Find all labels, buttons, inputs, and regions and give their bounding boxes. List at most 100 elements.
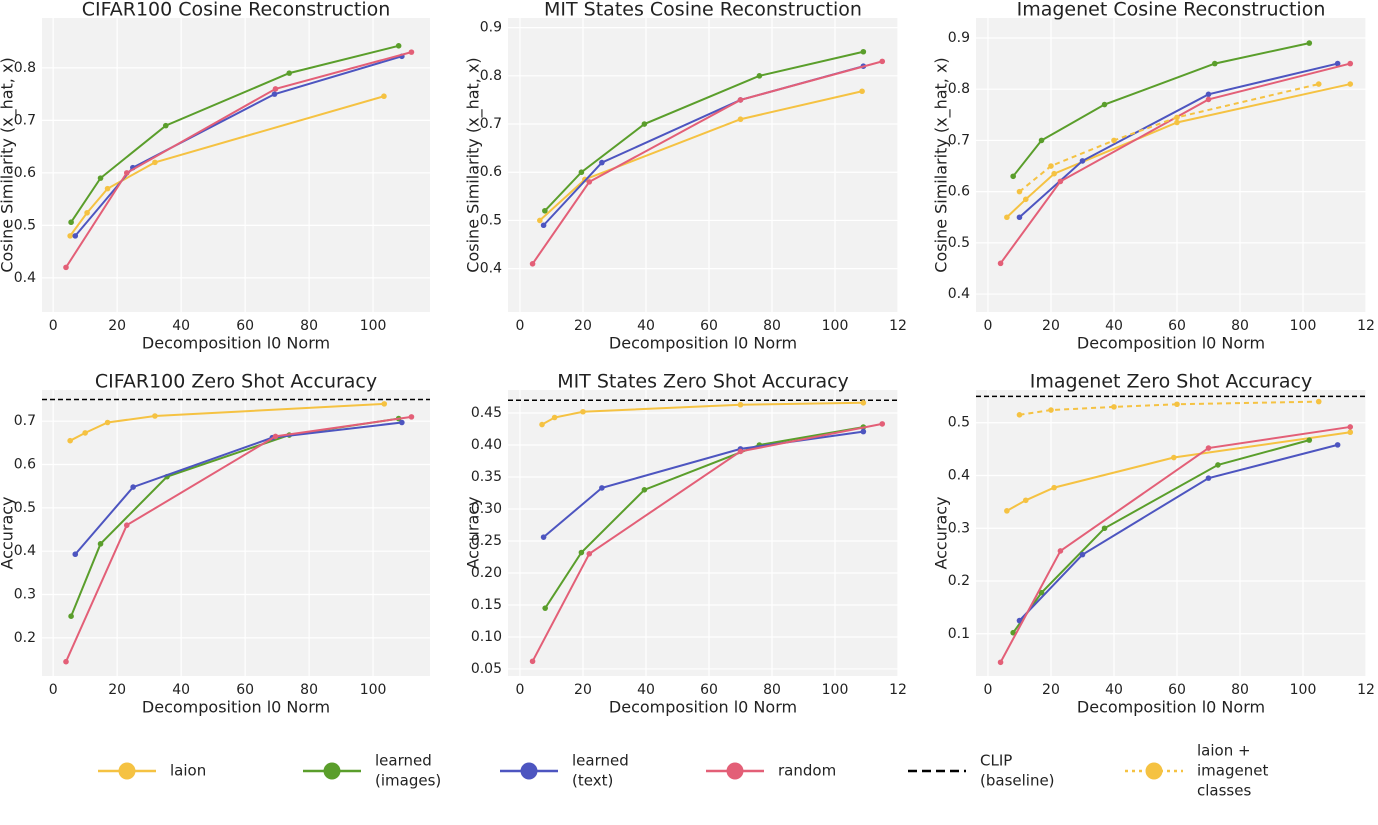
- point: [1048, 407, 1054, 413]
- point: [1016, 214, 1023, 221]
- y-tick-label: 0.4: [480, 261, 502, 277]
- y-tick-label: 0.5: [948, 235, 970, 251]
- point: [1174, 119, 1180, 126]
- series-line: [65, 51, 412, 268]
- point: [1205, 475, 1212, 481]
- point: [578, 169, 585, 176]
- point: [67, 437, 73, 444]
- point: [97, 175, 104, 181]
- x-tick-label: 0: [516, 682, 525, 698]
- point: [737, 116, 744, 123]
- x-tick-label: 60: [700, 318, 718, 334]
- point: [997, 260, 1004, 267]
- chart: 0.05 0.10 0.15 0.20 0.25 0.30 0.35 0.40 0.45 0 20 4…: [464, 371, 907, 717]
- point: [1306, 437, 1313, 443]
- y-tick-label: 0.4: [14, 270, 36, 286]
- y-tick-label: 0.7: [480, 116, 502, 132]
- y-tick-label: 0.9: [948, 30, 970, 46]
- y-tick-label: 0.4: [14, 543, 36, 559]
- point: [68, 219, 74, 226]
- y-tick-label: 0.4: [948, 286, 970, 302]
- point: [542, 207, 548, 214]
- chart: 0.1 0.2 0.3 0.4 0.5 0 20 40 60 80 100 12 Imagenet Ze…: [932, 371, 1375, 717]
- point: [586, 550, 593, 557]
- y-tick-label: 0.8: [948, 81, 970, 97]
- y-tick-label: 0.15: [471, 597, 502, 613]
- y-tick-label: 0.40: [471, 437, 502, 453]
- x-tick-label: 60: [236, 318, 254, 334]
- legend-label: CLIP: [980, 752, 1012, 770]
- point: [272, 86, 279, 92]
- point: [1315, 81, 1322, 87]
- point: [737, 97, 744, 103]
- point: [104, 419, 111, 426]
- point: [1004, 214, 1010, 221]
- series-line: [74, 55, 403, 237]
- x-tick-label: 20: [574, 318, 592, 334]
- x-tick-label: 80: [1231, 682, 1249, 698]
- series-line: [1018, 443, 1338, 622]
- y-tick-label: 0.05: [471, 661, 502, 677]
- point: [104, 185, 111, 192]
- point: [1057, 178, 1064, 185]
- point: [1016, 617, 1023, 624]
- point: [551, 414, 558, 421]
- point: [63, 658, 69, 665]
- point: [1347, 424, 1354, 430]
- point: [1038, 589, 1045, 596]
- point: [152, 413, 158, 419]
- point: [286, 70, 293, 76]
- point: [271, 91, 278, 97]
- x-axis-label: Decomposition l0 Norm: [142, 698, 330, 717]
- x-tick-label: 0: [49, 318, 58, 334]
- plot-area: [976, 390, 1366, 676]
- chart-title: Imagenet Cosine Reconstruction: [1017, 0, 1326, 21]
- series-line: [999, 425, 1351, 663]
- point: [1051, 484, 1057, 491]
- point: [1347, 429, 1354, 436]
- chart-title: CIFAR100 Cosine Reconstruction: [82, 0, 391, 21]
- point: [130, 484, 136, 490]
- y-tick-label: 0.7: [948, 132, 970, 148]
- x-tick-label: 0: [984, 318, 993, 334]
- y-tick-label: 0.6: [14, 457, 36, 473]
- y-axis-label: Cosine Similarity (x_hat, x): [932, 57, 952, 272]
- point: [408, 49, 415, 55]
- y-tick-label: 0.25: [471, 533, 502, 549]
- point: [381, 401, 388, 407]
- point: [1057, 548, 1064, 554]
- y-axis-label: Accuracy: [932, 496, 951, 569]
- legend-label: (baseline): [980, 772, 1055, 790]
- point: [529, 658, 536, 665]
- x-tick-label: 40: [172, 318, 190, 334]
- point: [1171, 454, 1177, 461]
- legend-label: classes: [1197, 782, 1251, 800]
- x-tick-label: 80: [300, 318, 318, 334]
- chart-title: Imagenet Zero Shot Accuracy: [1030, 371, 1312, 393]
- point: [539, 421, 545, 428]
- legend-label: laion: [170, 762, 206, 780]
- point: [72, 233, 79, 239]
- chart-title: MIT States Cosine Reconstruction: [544, 0, 862, 21]
- y-tick-label: 0.8: [14, 60, 36, 76]
- x-tick-label: 80: [1231, 318, 1249, 334]
- point: [1079, 158, 1086, 164]
- legend-label: (text): [572, 772, 613, 790]
- point: [272, 433, 279, 440]
- point: [72, 551, 79, 558]
- x-tick-label: 80: [300, 682, 318, 698]
- point: [162, 122, 169, 129]
- point: [1205, 96, 1212, 103]
- y-tick-label: 0.3: [14, 587, 36, 603]
- y-tick-label: 0.6: [480, 164, 502, 180]
- legend-marker: [1145, 762, 1163, 780]
- point: [1022, 497, 1029, 504]
- point: [1022, 196, 1029, 203]
- point: [580, 408, 586, 415]
- y-tick-label: 0.5: [14, 217, 36, 233]
- point: [68, 613, 74, 619]
- y-tick-label: 0.30: [471, 501, 502, 517]
- y-tick-label: 0.5: [14, 500, 36, 516]
- point: [540, 222, 547, 229]
- plot-area: [508, 18, 898, 312]
